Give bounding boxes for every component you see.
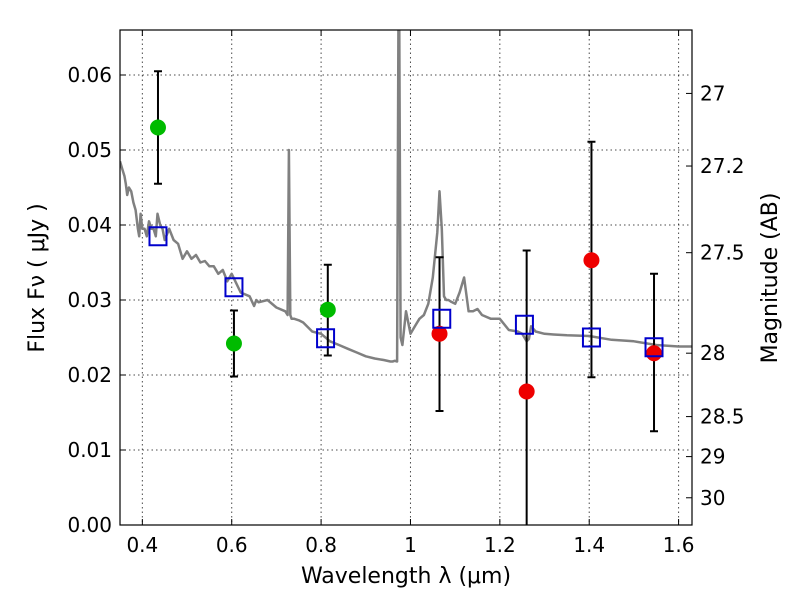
data-point-circle <box>149 119 166 136</box>
right-tick-label: 29 <box>700 445 725 469</box>
x-axis-label: Wavelength λ (μm) <box>301 564 511 589</box>
right-tick-label: 28.5 <box>700 405 745 429</box>
data-markers <box>148 119 664 400</box>
data-point-circle <box>319 301 336 318</box>
model-photometry-square <box>148 226 168 247</box>
y-tick-label: 0.05 <box>67 138 112 162</box>
right-tick-label: 27 <box>700 81 725 105</box>
x-tick-label: 1.2 <box>484 533 516 557</box>
model-photometry-square <box>432 308 452 329</box>
y-tick-label: 0.00 <box>67 513 112 537</box>
data-point-circle <box>431 325 448 342</box>
model-photometry-square <box>316 328 336 349</box>
axis-ticks <box>120 30 692 526</box>
right-axis-label: Magnitude (AB) <box>758 193 783 364</box>
right-tick-label: 27.2 <box>700 154 745 178</box>
y-tick-label: 0.02 <box>67 363 112 387</box>
x-tick-label: 0.8 <box>305 533 337 557</box>
data-point-circle <box>646 345 663 362</box>
model-photometry-square <box>514 314 534 335</box>
y-tick-label: 0.01 <box>67 438 112 462</box>
model-photometry-square <box>581 327 601 348</box>
x-tick-label: 0.4 <box>126 533 158 557</box>
plot-frame <box>119 29 693 526</box>
x-tick-label: 1.6 <box>663 533 695 557</box>
y-axis-label: Flux Fν ( μJy ) <box>25 203 50 352</box>
grid <box>120 30 692 525</box>
x-tick-label: 0.6 <box>216 533 248 557</box>
model-photometry-square <box>224 277 244 298</box>
data-point-circle <box>583 252 600 269</box>
right-tick-label: 30 <box>700 486 725 510</box>
y-tick-label: 0.03 <box>67 288 112 312</box>
right-tick-label: 27.5 <box>700 241 745 265</box>
tick-labels: 0.4 0.6 0.8 1 1.2 1.4 1.6 0.00 0.01 0.02 0.03 0.04 0… <box>67 63 744 557</box>
x-tick-label: 1 <box>404 533 417 557</box>
data-point-circle <box>518 383 535 400</box>
right-tick-label: 28 <box>700 341 725 365</box>
y-tick-label: 0.04 <box>67 213 112 237</box>
x-tick-label: 1.4 <box>573 533 605 557</box>
y-tick-label: 0.06 <box>67 63 112 87</box>
data-point-circle <box>225 335 242 352</box>
model-photometry-square <box>644 337 664 358</box>
